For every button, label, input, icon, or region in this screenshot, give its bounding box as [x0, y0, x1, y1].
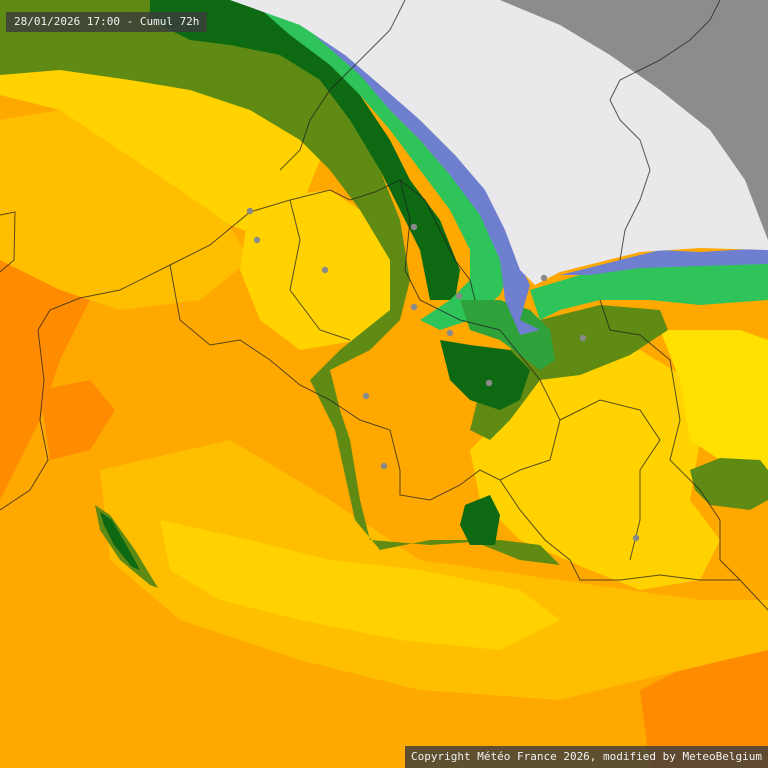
city-marker [446, 329, 454, 337]
copyright-label: Copyright Météo France 2026, modified by… [405, 746, 768, 768]
city-marker [579, 334, 587, 342]
orange-dark-zone-southeast [640, 640, 768, 768]
yellow-zone-east [470, 350, 720, 590]
city-marker [380, 462, 388, 470]
orange-light-zone-north [0, 110, 250, 310]
border-line-northeast [279, 0, 721, 261]
city-marker [362, 392, 370, 400]
city-marker [455, 292, 463, 300]
city-marker [540, 274, 548, 282]
map-title-label: 28/01/2026 17:00 - Cumul 72h [6, 12, 208, 32]
city-marker [410, 303, 418, 311]
border-line-inner [289, 179, 741, 581]
yellow-zone-south-center [160, 520, 560, 650]
city-marker [246, 207, 254, 215]
yellow-zone-north [0, 30, 320, 240]
yellow-zone-center [240, 190, 400, 350]
green-olive-zone [0, 0, 560, 565]
green-dark-zone-south [460, 495, 500, 545]
green-olive-zone-east [470, 305, 668, 440]
green-dark-zone-center [440, 340, 530, 410]
orange-light-zone-south [100, 440, 768, 700]
ocean-region [500, 0, 768, 240]
city-marker [632, 534, 640, 542]
green-mid-band [460, 300, 555, 370]
city-marker [321, 266, 329, 274]
yellow-light-zone-east [660, 330, 768, 470]
green-bright-band-east [530, 262, 768, 320]
border-line-belgium [169, 264, 768, 611]
orange-dark-zone-west2 [40, 380, 115, 460]
orange-dark-zone-west [0, 240, 90, 500]
green-dark-streak-west [100, 512, 140, 570]
city-marker [253, 236, 261, 244]
border-line-west [0, 211, 171, 511]
green-olive-zone-far-east [690, 458, 768, 510]
blue-band-north [290, 10, 540, 335]
green-bright-band [250, 0, 510, 330]
city-marker [410, 223, 418, 231]
city-marker [485, 379, 493, 387]
blue-band-east [560, 248, 768, 275]
